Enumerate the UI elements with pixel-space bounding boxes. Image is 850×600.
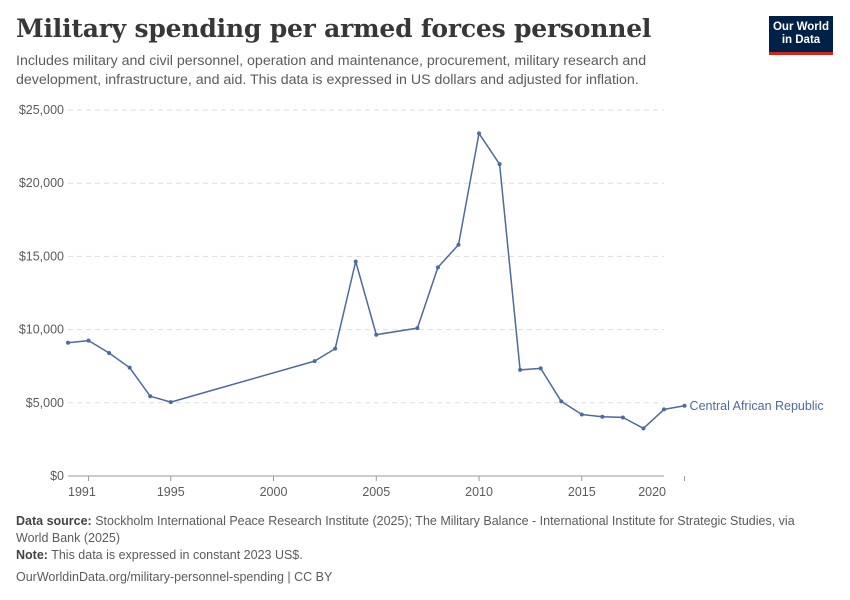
logo-line-2: in Data	[781, 34, 821, 46]
data-point	[579, 412, 584, 417]
data-point	[497, 162, 502, 167]
data-point	[559, 399, 564, 404]
x-tick-label: 2020	[638, 485, 666, 499]
x-tick-label: 2005	[362, 485, 390, 499]
chart-note: Note: This data is expressed in constant…	[16, 547, 826, 564]
data-source: Data source: Stockholm International Pea…	[16, 513, 826, 547]
data-point	[600, 414, 605, 419]
data-point	[477, 131, 482, 136]
y-tick-label: $25,000	[19, 103, 64, 117]
data-point	[148, 394, 153, 399]
y-axis-tick-labels: $0 $5,000 $10,000 $15,000 $20,000 $25,000	[19, 103, 64, 483]
chart-title: Military spending per armed forces perso…	[16, 14, 652, 43]
x-tick-label: 2000	[260, 485, 288, 499]
data-point	[538, 366, 543, 371]
data-point	[456, 242, 461, 247]
data-point	[66, 340, 70, 345]
chart-subtitle: Includes military and civil personnel, o…	[16, 53, 647, 88]
data-point	[312, 359, 317, 364]
source-url-link[interactable]: OurWorldinData.org/military-personnel-sp…	[16, 570, 333, 584]
owid-logo[interactable]: Our World in Data	[769, 16, 833, 55]
data-point	[518, 367, 523, 372]
data-point	[620, 415, 625, 420]
y-tick-label: $20,000	[19, 176, 64, 190]
logo-line-1: Our World	[772, 21, 829, 33]
note-label: Note:	[16, 548, 48, 562]
x-tick-label: 2010	[465, 485, 493, 499]
data-point	[333, 346, 338, 351]
y-tick-label: $15,000	[19, 249, 64, 263]
data-point	[168, 400, 173, 405]
x-tick-label: 1991	[68, 485, 96, 499]
x-tick-label: 1995	[157, 485, 185, 499]
series-layer[interactable]: Central African Republic	[66, 131, 824, 431]
data-point	[374, 332, 379, 337]
data-point	[435, 265, 440, 270]
data-point	[86, 338, 91, 343]
data-point	[127, 365, 132, 370]
data-point	[662, 407, 666, 412]
series-line	[67, 132, 685, 430]
data-point	[107, 351, 112, 356]
y-tick-label: $10,000	[19, 323, 64, 337]
y-tick-label: $0	[50, 469, 64, 483]
grid-lines	[68, 109, 664, 404]
y-tick-label: $5,000	[26, 396, 64, 410]
data-point	[415, 326, 420, 331]
data-source-text: Stockholm International Peace Research I…	[16, 514, 795, 545]
x-tick-label: 2015	[568, 485, 596, 499]
data-source-label: Data source:	[16, 514, 92, 528]
series-label: Central African Republic	[690, 399, 824, 413]
x-axis: 1991 1995 2000 2005 2010 2015 2020	[68, 475, 686, 499]
data-point	[641, 426, 646, 431]
note-text: This data is expressed in constant 2023 …	[51, 548, 303, 562]
data-point	[353, 259, 358, 264]
data-point	[682, 403, 687, 408]
